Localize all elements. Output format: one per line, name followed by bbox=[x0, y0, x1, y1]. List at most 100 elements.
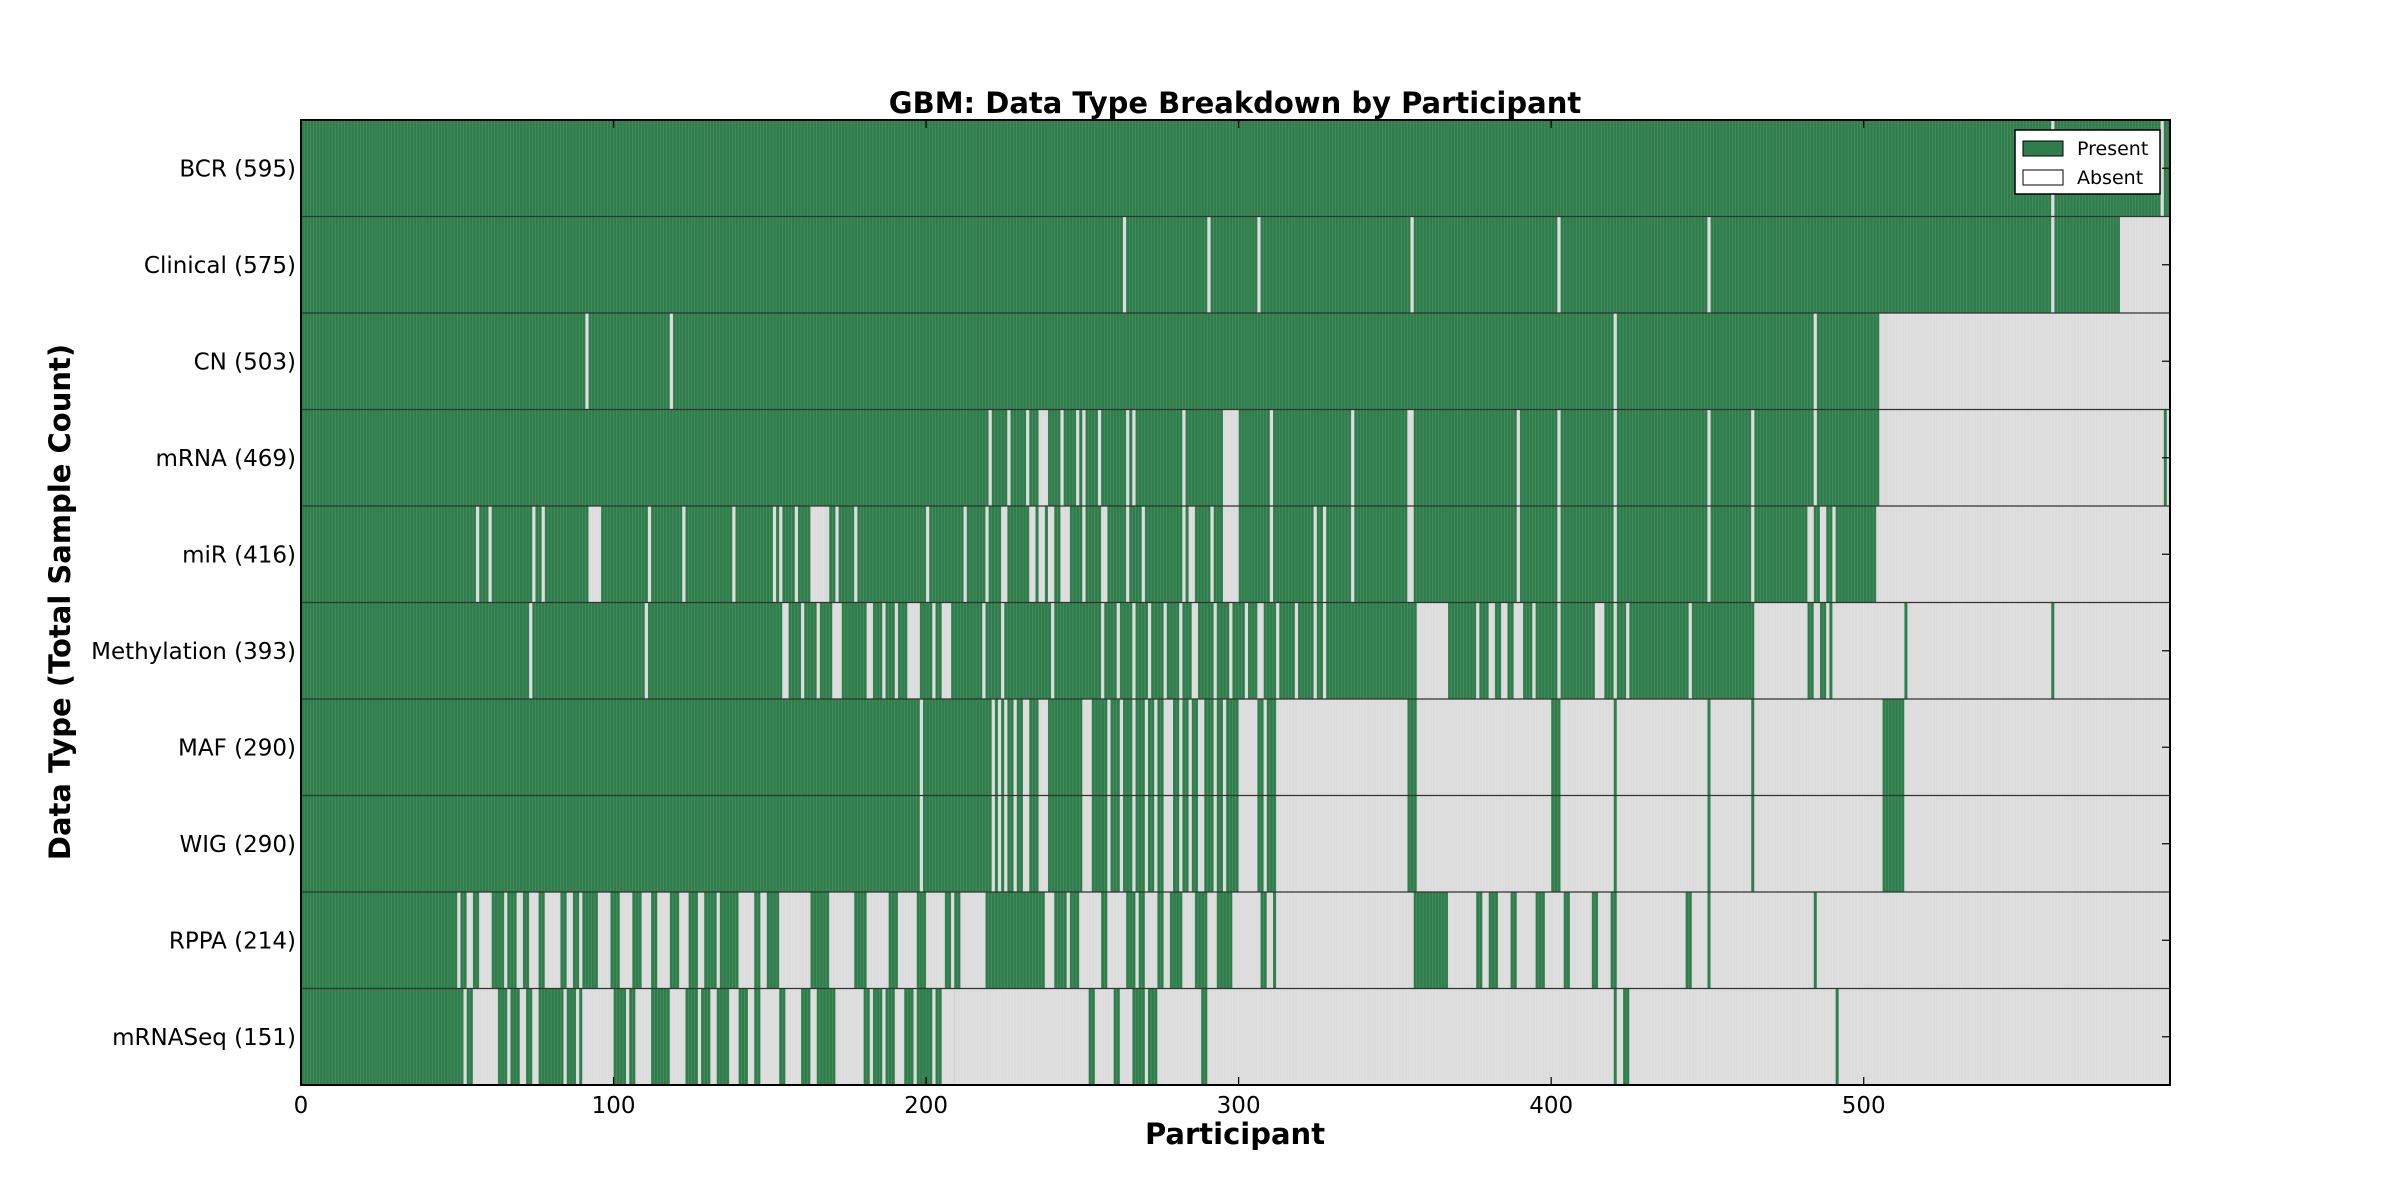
absent-cell bbox=[829, 892, 855, 989]
absent-cell bbox=[1154, 795, 1158, 892]
absent-cell bbox=[1557, 409, 1561, 506]
absent-cell bbox=[1832, 506, 1836, 603]
absent-cell bbox=[1448, 892, 1477, 989]
absent-cell bbox=[1197, 795, 1205, 892]
absent-cell bbox=[1816, 892, 2170, 989]
absent-cell bbox=[1004, 795, 1008, 892]
absent-cell bbox=[626, 988, 630, 1085]
absent-cell bbox=[1323, 602, 1327, 699]
absent-cell bbox=[1207, 988, 1614, 1085]
absent-cell bbox=[1276, 602, 1280, 699]
row-label: WIG (290) bbox=[179, 832, 296, 858]
absent-cell bbox=[479, 892, 492, 989]
present-band bbox=[301, 120, 2170, 217]
absent-cell bbox=[801, 602, 805, 699]
absent-cell bbox=[832, 602, 842, 699]
absent-cell bbox=[1082, 795, 1092, 892]
absent-cell bbox=[1323, 506, 1327, 603]
absent-cell bbox=[1207, 216, 1211, 313]
legend-label: Present bbox=[2077, 138, 2148, 160]
absent-cell bbox=[1013, 795, 1017, 892]
absent-cell bbox=[919, 795, 923, 892]
absent-cell bbox=[760, 988, 780, 1085]
absent-cell bbox=[532, 988, 539, 1085]
absent-cell bbox=[1560, 795, 1614, 892]
absent-cell bbox=[1001, 602, 1005, 699]
legend: Present Absent bbox=[2014, 129, 2161, 195]
absent-cell bbox=[1751, 409, 1755, 506]
absent-cell bbox=[1082, 699, 1092, 796]
absent-cell bbox=[982, 602, 986, 699]
absent-cell bbox=[810, 988, 817, 1085]
absent-cell bbox=[1066, 892, 1070, 989]
absent-cell bbox=[1498, 892, 1511, 989]
row-label: miR (416) bbox=[182, 542, 296, 568]
absent-cell bbox=[1813, 602, 1820, 699]
row-label: BCR (595) bbox=[179, 156, 296, 182]
absent-cell bbox=[1082, 506, 1086, 603]
absent-cell bbox=[1616, 988, 1624, 1085]
absent-cell bbox=[1191, 602, 1198, 699]
absent-cell bbox=[710, 988, 717, 1085]
absent-cell bbox=[1097, 409, 1102, 506]
data-row bbox=[301, 312, 2170, 410]
absent-cell bbox=[1232, 892, 1261, 989]
absent-cell bbox=[507, 988, 511, 1085]
absent-cell bbox=[1616, 699, 1708, 796]
legend-swatch bbox=[2022, 140, 2064, 157]
data-row bbox=[301, 408, 2170, 506]
absent-cell bbox=[1182, 506, 1186, 603]
absent-cell bbox=[1132, 795, 1136, 892]
y-axis-label: Data Type (Total Sample Count) bbox=[43, 344, 77, 860]
absent-cell bbox=[1691, 892, 1708, 989]
absent-cell bbox=[504, 892, 508, 989]
absent-cell bbox=[635, 988, 652, 1085]
absent-cell bbox=[1488, 602, 1495, 699]
absent-cell bbox=[1101, 506, 1108, 603]
absent-cell bbox=[869, 988, 873, 1085]
absent-cell bbox=[1569, 892, 1592, 989]
absent-cell bbox=[1613, 602, 1617, 699]
absent-cell bbox=[619, 892, 633, 989]
absent-cell bbox=[541, 506, 545, 603]
absent-cell bbox=[1876, 506, 2170, 603]
absent-cell bbox=[563, 988, 567, 1085]
absent-cell bbox=[1060, 506, 1070, 603]
absent-cell bbox=[597, 892, 611, 989]
absent-cell bbox=[1832, 602, 1905, 699]
absent-cell bbox=[1416, 699, 1552, 796]
absent-cell bbox=[1416, 795, 1552, 892]
absent-cell bbox=[1222, 506, 1239, 603]
absent-cell bbox=[1751, 506, 1755, 603]
absent-cell bbox=[738, 892, 755, 989]
absent-cell bbox=[1501, 602, 1508, 699]
absent-cell bbox=[1616, 795, 1708, 892]
absent-cell bbox=[913, 988, 917, 1085]
absent-cell bbox=[1416, 602, 1449, 699]
chart-title: GBM: Data Type Breakdown by Participant bbox=[889, 86, 1582, 120]
absent-cell bbox=[669, 988, 686, 1085]
absent-cell bbox=[1107, 892, 1127, 989]
absent-cell bbox=[1710, 699, 1752, 796]
absent-cell bbox=[1707, 409, 1711, 506]
absent-cell bbox=[1182, 892, 1195, 989]
absent-cell bbox=[1126, 409, 1130, 506]
absent-cell bbox=[1598, 892, 1611, 989]
absent-cell bbox=[1144, 988, 1148, 1085]
absent-cell bbox=[1516, 506, 1520, 603]
data-row bbox=[301, 505, 2170, 603]
absent-cell bbox=[1141, 506, 1145, 603]
absent-cell bbox=[932, 988, 936, 1085]
legend-label: Absent bbox=[2077, 167, 2143, 189]
absent-cell bbox=[1213, 795, 1217, 892]
absent-cell bbox=[1532, 602, 1536, 699]
absent-cell bbox=[991, 795, 995, 892]
absent-cell bbox=[1294, 602, 1299, 699]
absent-cell bbox=[1616, 892, 1686, 989]
x-tick-label: 300 bbox=[1217, 1093, 1261, 1119]
absent-cell bbox=[1276, 795, 1408, 892]
row-label: mRNA (469) bbox=[156, 446, 296, 472]
absent-cell bbox=[1179, 699, 1183, 796]
absent-cell bbox=[566, 892, 573, 989]
absent-cell bbox=[1263, 699, 1267, 796]
